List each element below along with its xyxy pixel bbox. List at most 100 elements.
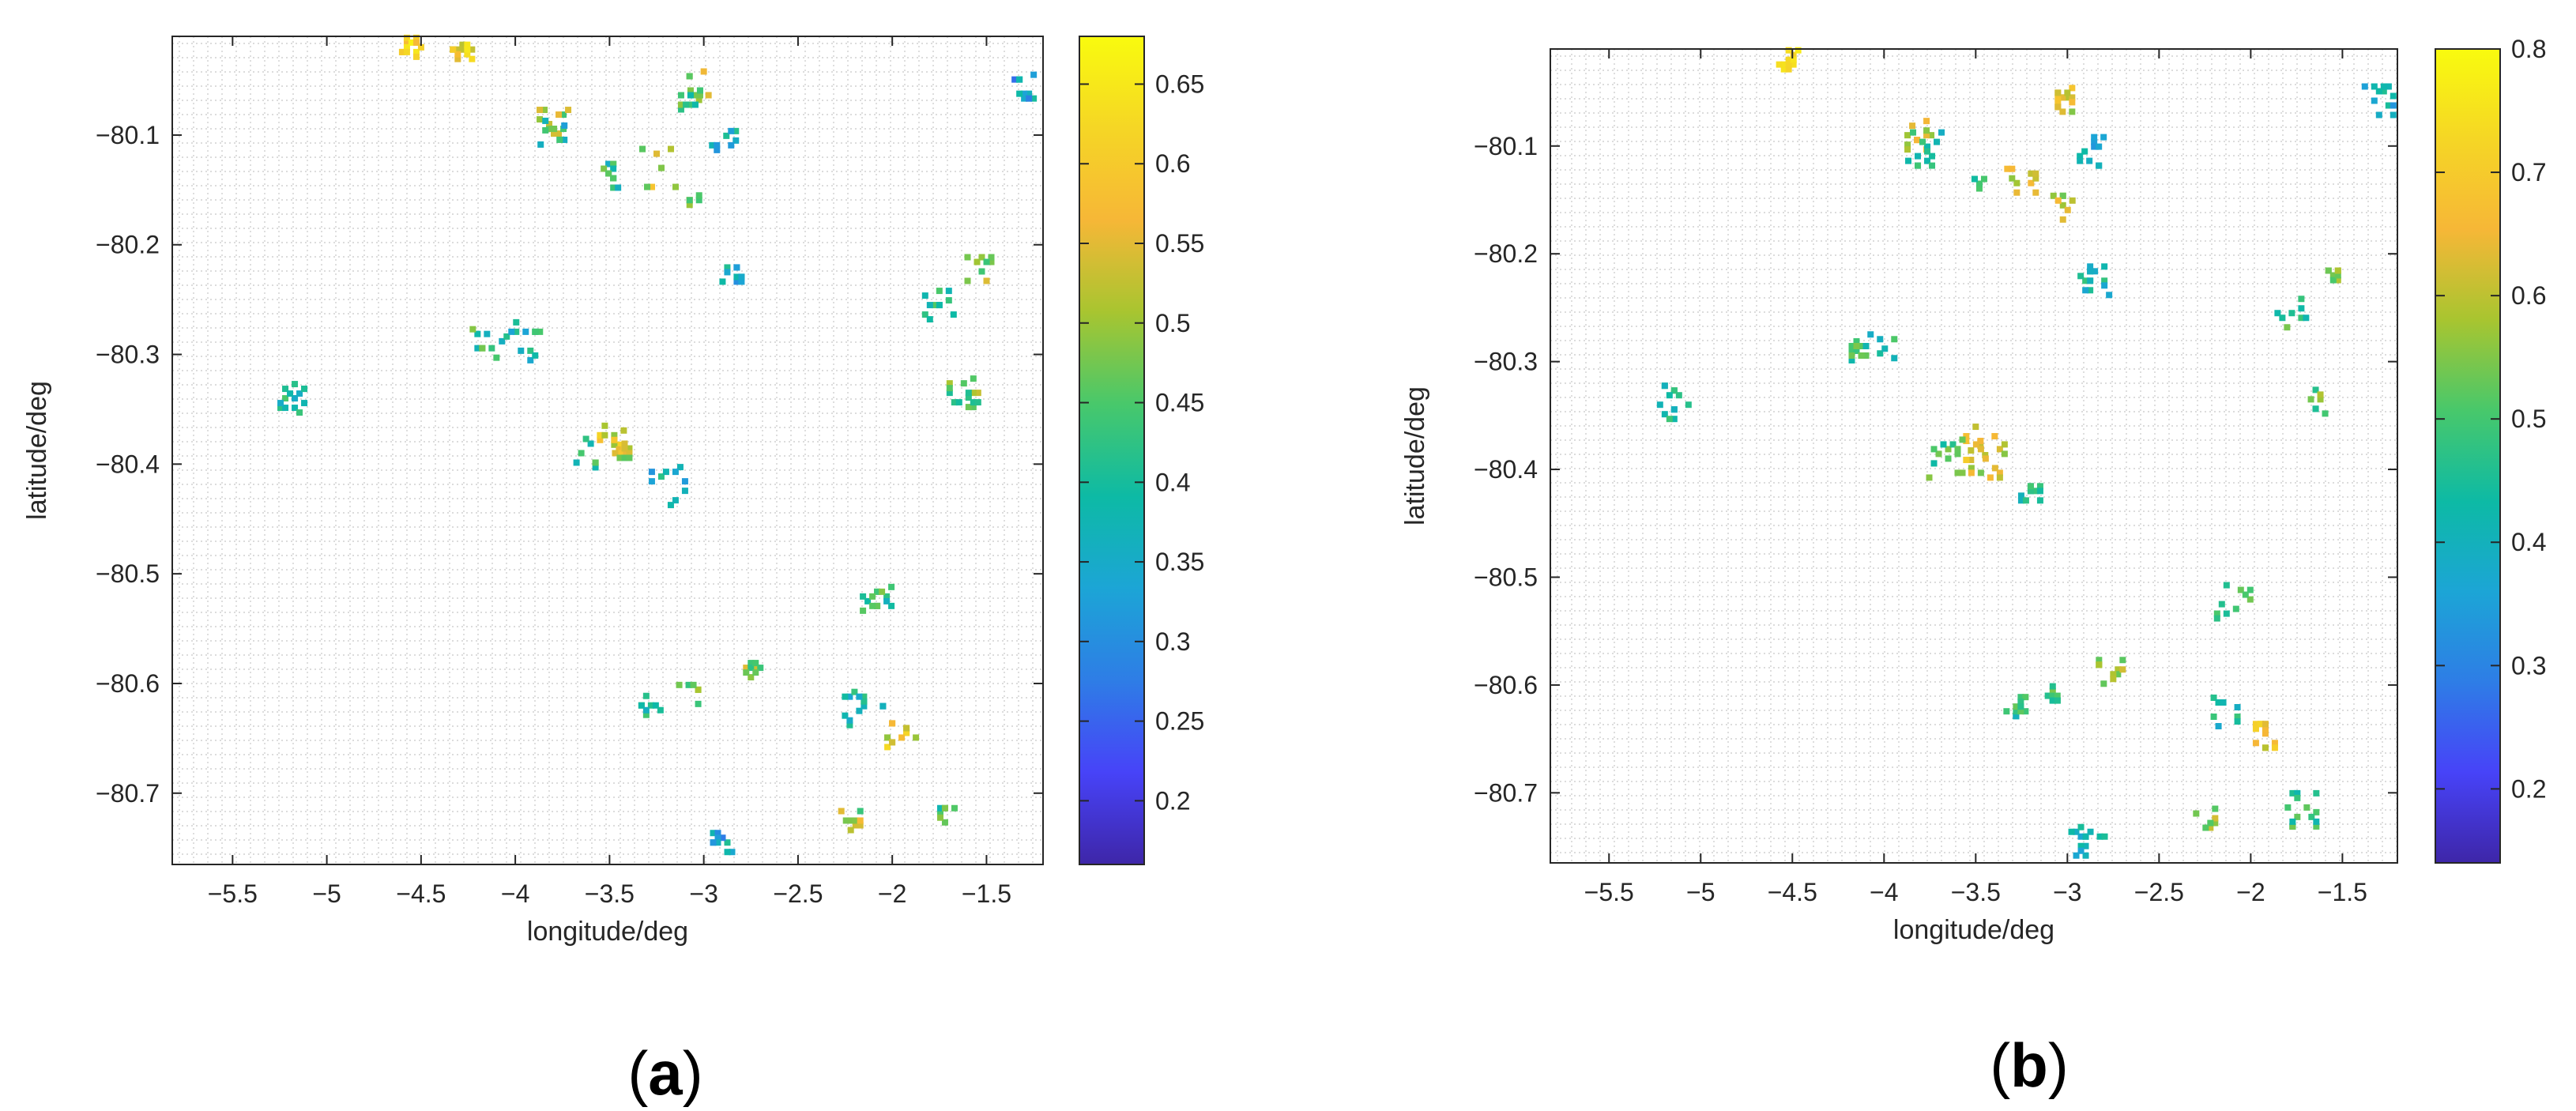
data-cell: [2246, 586, 2254, 593]
data-cell: [2004, 165, 2011, 172]
data-cell: [621, 440, 628, 447]
data-cell: [733, 264, 740, 271]
data-cell: [648, 469, 655, 476]
data-cell: [282, 395, 289, 402]
y-tick-label: −80.3: [1474, 348, 1538, 376]
colorbar-box: [1079, 36, 1145, 865]
data-cell: [2106, 292, 2113, 299]
data-cell: [2234, 718, 2241, 725]
data-cell: [412, 39, 420, 46]
data-cell: [2013, 189, 2021, 196]
data-cell: [573, 459, 580, 466]
data-cell: [691, 101, 699, 108]
data-cell: [2371, 83, 2378, 90]
axes-box: [171, 36, 1044, 865]
data-cell: [724, 849, 731, 856]
data-cell: [857, 808, 864, 815]
data-cell: [2313, 789, 2320, 797]
data-cell: [2069, 94, 2076, 101]
data-cell: [1790, 61, 1797, 68]
data-cell: [983, 258, 990, 266]
data-cell: [2213, 610, 2220, 617]
data-cell: [2068, 828, 2075, 835]
data-cell: [560, 111, 567, 119]
panel-letter-b: b: [2010, 1030, 2048, 1100]
data-cell: [2082, 277, 2089, 284]
data-cell: [1923, 127, 1930, 134]
data-cell: [2329, 272, 2337, 279]
data-clusters: [1656, 47, 2397, 859]
data-cell: [1785, 61, 1792, 68]
data-cell: [1972, 441, 1979, 448]
data-cell: [578, 450, 585, 457]
data-cluster: [2077, 263, 2113, 299]
data-cell: [2313, 818, 2320, 825]
data-cell: [2032, 488, 2039, 495]
data-cell: [1915, 162, 1922, 169]
data-cluster: [2050, 192, 2076, 223]
data-cell: [2334, 272, 2341, 279]
data-cell: [546, 126, 553, 133]
data-cell: [1853, 337, 1860, 345]
data-cell: [685, 681, 692, 688]
data-cell: [988, 254, 995, 261]
data-cell: [2220, 699, 2227, 706]
data-cell: [965, 390, 972, 397]
data-cell: [537, 141, 544, 148]
data-cell: [2064, 89, 2071, 96]
data-cluster: [677, 87, 703, 113]
x-tick-label: −5.5: [208, 879, 258, 908]
data-cell: [2218, 601, 2225, 608]
data-cell: [2087, 277, 2094, 284]
data-cell: [2049, 687, 2056, 695]
data-cluster: [398, 34, 424, 60]
data-cell: [2334, 277, 2341, 284]
data-cell: [2252, 721, 2259, 728]
data-cell: [1026, 90, 1033, 97]
data-cell: [676, 681, 683, 688]
data-cell: [412, 34, 420, 41]
data-cell: [1929, 162, 1936, 169]
data-cell: [1790, 51, 1797, 58]
data-cell: [898, 734, 906, 741]
data-cell: [686, 197, 693, 204]
data-cell: [686, 201, 693, 209]
data-cell: [537, 328, 544, 335]
data-cluster: [710, 830, 736, 856]
data-cell: [296, 390, 303, 397]
data-cell: [2073, 852, 2080, 859]
data-cell: [2054, 697, 2061, 704]
data-clusters: [277, 34, 1038, 856]
data-cell: [1904, 132, 1911, 139]
data-cell: [1666, 416, 1673, 423]
data-cell: [459, 46, 466, 53]
data-cell: [2252, 725, 2259, 733]
data-cell: [681, 478, 688, 485]
data-cell: [883, 593, 891, 600]
data-cell: [846, 693, 853, 700]
data-cell: [2032, 170, 2039, 177]
data-cell: [1891, 355, 1898, 362]
data-cell: [1853, 347, 1860, 354]
data-cell: [1938, 129, 1945, 136]
data-cell: [1919, 138, 1926, 145]
data-cell: [724, 264, 731, 271]
data-cell: [2096, 657, 2103, 664]
data-cell: [2017, 699, 2024, 706]
data-cell: [292, 381, 299, 388]
data-cell: [2298, 305, 2305, 312]
data-cell: [658, 164, 665, 171]
data-cell: [2289, 823, 2296, 830]
data-cluster: [709, 127, 740, 153]
x-tick-label: −4.5: [1768, 878, 1817, 906]
data-cell: [2375, 88, 2382, 95]
data-cell: [695, 192, 702, 199]
data-cell: [2313, 808, 2320, 815]
data-cell: [1991, 465, 1998, 472]
colorbar-tick-label: 0.7: [2511, 158, 2546, 186]
data-cell: [677, 92, 684, 99]
data-cell: [1959, 469, 1966, 476]
data-cell: [565, 107, 572, 114]
y-tick-label: −80.7: [1474, 778, 1538, 807]
data-cell: [1021, 90, 1028, 97]
